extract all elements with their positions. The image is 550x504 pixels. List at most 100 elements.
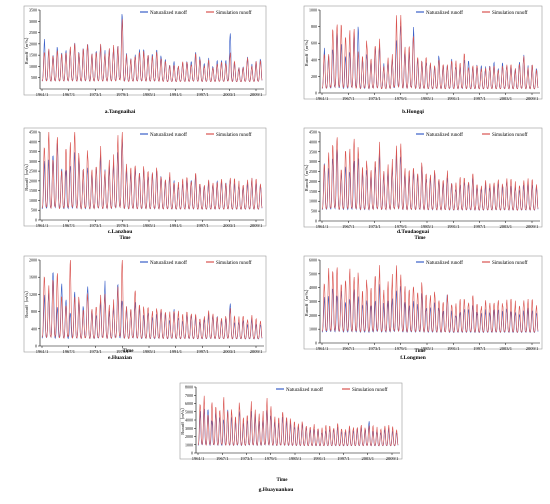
y-tick-label: 400 — [31, 326, 37, 331]
x-tick-label: 1985/1 — [421, 96, 434, 101]
series-simulation-runoff — [197, 395, 399, 447]
x-axis-label: Time — [414, 236, 426, 241]
y-tick-label: 7000 — [185, 393, 193, 398]
x-tick-label: 1967/1 — [62, 223, 75, 228]
y-tick-label: 3500 — [309, 149, 317, 154]
x-tick-label: 1979/1 — [116, 223, 129, 228]
y-tick-label: 0 — [315, 91, 317, 96]
series-simulation-runoff — [321, 15, 539, 90]
x-tick-label: 1967/1 — [342, 224, 355, 229]
legend-label-simulation: Simulation runoff — [216, 11, 252, 16]
y-tick-label: 2000 — [29, 178, 37, 183]
panel-subtitle: a.Tangnaihai — [105, 109, 136, 115]
x-tick-label: 2009/1 — [386, 456, 399, 461]
chart-panel-d: 0 500 1000 1500 2000 2500 3000 3500 4000 4500 Runo… — [303, 127, 543, 241]
y-axis-label: Runoff（m³/s） — [24, 35, 29, 65]
y-tick-label: 2000 — [29, 41, 37, 46]
chart-panel-e: 0 400 800 1200 1600 2000 Runoff（m³/s） 1961/1 196… — [23, 255, 267, 361]
y-axis-label: Runoff（m³/s） — [304, 162, 309, 192]
y-tick-label: 4000 — [29, 139, 37, 144]
x-tick-label: 1973/1 — [89, 349, 102, 354]
x-tick-label: 1979/1 — [394, 346, 407, 351]
y-tick-label: 3500 — [29, 149, 37, 154]
panel-subtitle: f.Longmen — [400, 355, 426, 361]
panel-frame — [303, 5, 543, 100]
x-tick-label: 1961/1 — [36, 223, 49, 228]
legend-label-naturalized: Naturalized runoff — [426, 261, 463, 266]
x-tick-label: 1979/1 — [116, 349, 129, 354]
legend-label-naturalized: Naturalized runoff — [150, 11, 187, 16]
legend-label-naturalized: Naturalized runoff — [286, 388, 323, 393]
series-simulation-runoff — [321, 137, 539, 211]
y-tick-label: 2500 — [29, 169, 37, 174]
legend-label-simulation: Simulation runoff — [492, 261, 528, 266]
x-tick-label: 1973/1 — [368, 224, 381, 229]
x-tick-label: 1967/1 — [216, 456, 229, 461]
y-tick-label: 500 — [31, 75, 37, 80]
legend-label-simulation: Simulation runoff — [492, 133, 528, 138]
y-tick-label: 1000 — [309, 327, 317, 332]
y-tick-label: 500 — [311, 209, 317, 214]
y-tick-label: 1000 — [29, 64, 37, 69]
series-simulation-runoff — [41, 259, 263, 340]
y-tick-label: 3500 — [29, 8, 37, 13]
y-tick-label: 3000 — [309, 299, 317, 304]
x-tick-label: 1961/1 — [316, 96, 329, 101]
x-tick-label: 1985/1 — [143, 92, 156, 97]
x-tick-label: 1985/1 — [421, 224, 434, 229]
panel-frame — [179, 382, 403, 460]
chart-panel-c: 0 500 1000 1500 2000 2500 3000 3500 4000 4500 Runo… — [23, 127, 267, 241]
x-tick-label: 1991/1 — [169, 92, 182, 97]
x-tick-label: 1979/1 — [116, 92, 129, 97]
y-tick-label: 0 — [315, 341, 317, 346]
panel-frame — [23, 5, 267, 96]
x-tick-label: 2003/1 — [499, 224, 512, 229]
y-tick-label: 200 — [311, 74, 317, 79]
panel-frame — [23, 255, 267, 353]
y-tick-label: 4000 — [185, 418, 193, 423]
chart-panel-g: 0 1000 2000 3000 4000 5000 6000 7000 8000 Runoff（… — [179, 382, 403, 493]
x-tick-label: 2009/1 — [250, 349, 263, 354]
y-axis-label: Runoff（m³/s） — [304, 37, 309, 67]
x-tick-label: 1991/1 — [169, 349, 182, 354]
x-tick-label: 1985/1 — [143, 223, 156, 228]
x-tick-label: 1997/1 — [473, 224, 486, 229]
x-tick-label: 1961/1 — [36, 349, 49, 354]
chart-panel-f: 0 1000 2000 3000 4000 5000 6000 Runoff（m³/s） 196… — [303, 255, 543, 361]
x-tick-label: 2003/1 — [223, 349, 236, 354]
x-tick-label: 1961/1 — [316, 346, 329, 351]
x-tick-label: 1979/1 — [394, 96, 407, 101]
x-tick-label: 1973/1 — [368, 96, 381, 101]
legend-label-simulation: Simulation runoff — [216, 133, 252, 138]
x-tick-label: 2003/1 — [499, 346, 512, 351]
x-tick-label: 2003/1 — [223, 223, 236, 228]
x-tick-label: 1997/1 — [473, 96, 486, 101]
panel-subtitle: c.Lanzhou — [108, 229, 133, 235]
y-tick-label: 2000 — [309, 179, 317, 184]
y-tick-label: 3000 — [29, 19, 37, 24]
y-tick-label: 5000 — [309, 271, 317, 276]
legend-label-naturalized: Naturalized runoff — [150, 261, 187, 266]
x-tick-label: 1991/1 — [447, 96, 460, 101]
y-tick-label: 1000 — [309, 8, 317, 13]
x-tick-label: 1997/1 — [196, 92, 209, 97]
y-tick-label: 2000 — [309, 313, 317, 318]
x-tick-label: 1961/1 — [36, 92, 49, 97]
x-tick-label: 2009/1 — [250, 92, 263, 97]
y-tick-label: 1200 — [29, 292, 37, 297]
x-tick-label: 1985/1 — [289, 456, 302, 461]
x-tick-label: 1985/1 — [143, 349, 156, 354]
y-tick-label: 1500 — [29, 188, 37, 193]
panel-frame — [303, 127, 543, 228]
y-tick-label: 4000 — [309, 139, 317, 144]
y-tick-label: 4500 — [309, 130, 317, 135]
y-tick-label: 8000 — [185, 385, 193, 390]
y-tick-label: 500 — [31, 208, 37, 213]
x-tick-label: 1973/1 — [368, 346, 381, 351]
y-tick-label: 6000 — [309, 258, 317, 263]
y-tick-label: 3000 — [29, 159, 37, 164]
y-axis-label: Runoff（m³/s） — [180, 405, 185, 435]
panel-subtitle: d.Toudaoguai — [397, 229, 430, 235]
panel-frame — [303, 255, 543, 350]
